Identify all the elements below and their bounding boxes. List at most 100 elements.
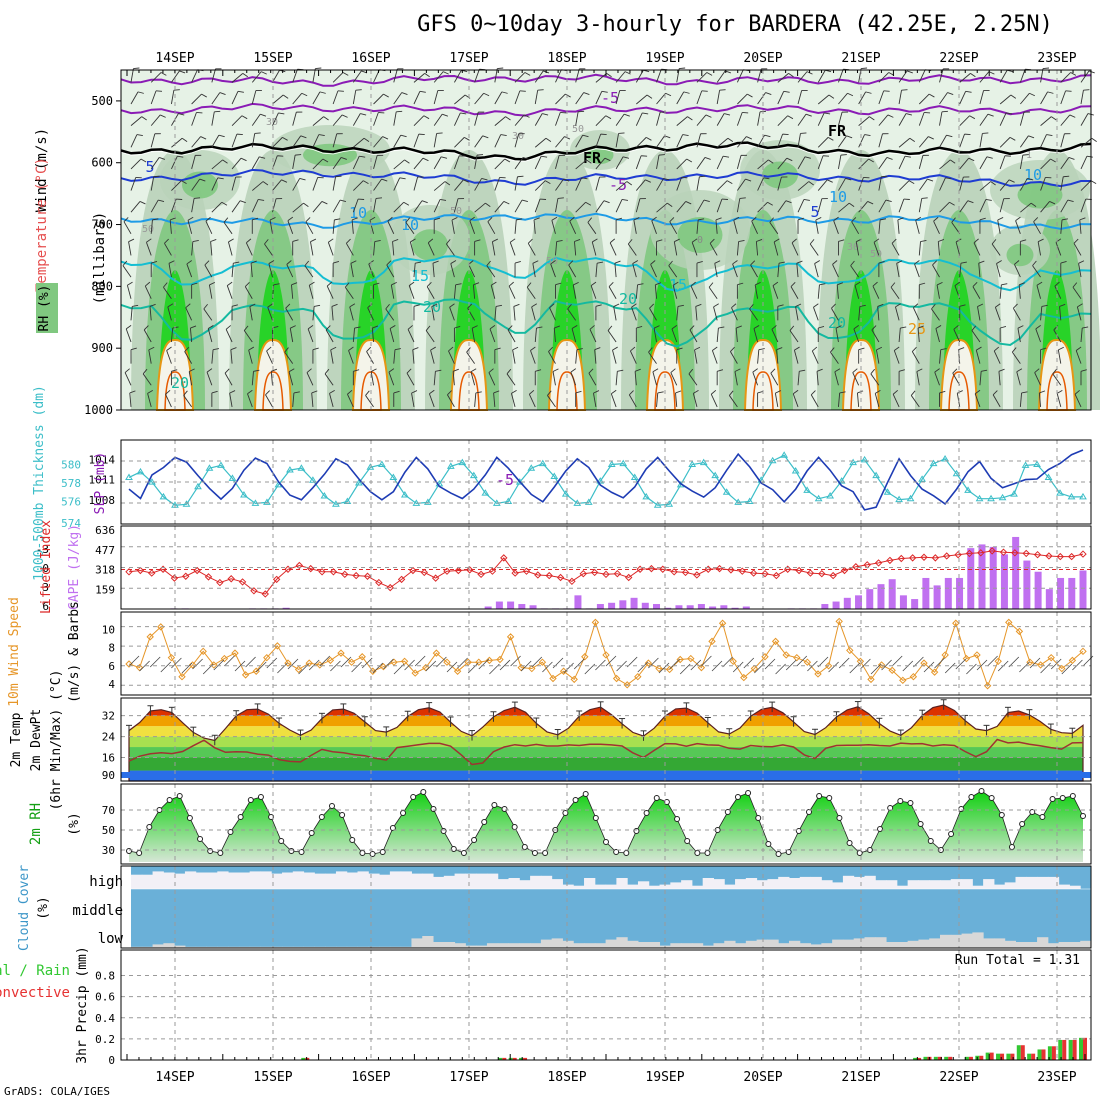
lifted-index-line-point <box>681 568 690 577</box>
wind-barb-flag <box>878 261 885 264</box>
wind-barb <box>532 263 536 278</box>
wind-barb <box>169 219 172 234</box>
wind-barb <box>939 201 950 213</box>
wind-barb-flag <box>563 178 570 182</box>
wind-barb-flag <box>497 67 504 70</box>
wind-barb <box>696 199 705 213</box>
wind-barb <box>150 114 161 126</box>
rh-blob-core <box>677 217 723 253</box>
isotherm-fr-inner <box>120 144 1092 162</box>
wind-barb-flag <box>469 216 475 222</box>
wind-barb <box>352 198 359 213</box>
wind-barb <box>1040 201 1050 213</box>
cloud-high-clear <box>659 884 671 889</box>
wind-barb <box>312 306 315 321</box>
thickness-line-point <box>584 498 593 505</box>
wind-barb <box>757 177 764 191</box>
y-tick-label: 32 <box>102 710 115 723</box>
surface-barb <box>775 663 786 675</box>
thickness-line-point <box>722 488 731 495</box>
date-label-top: 14SEP <box>155 51 194 66</box>
wind-barb-flag <box>242 72 248 78</box>
wind-barb-flag <box>896 260 903 264</box>
thickness-line-point <box>1044 473 1053 480</box>
wind-barb <box>191 136 201 148</box>
wind-barb-flag <box>1060 261 1067 264</box>
y-tick-label: 477 <box>95 544 115 557</box>
wind-barb-flag <box>909 137 916 143</box>
wind-barb <box>999 94 1012 105</box>
wind-barb <box>327 242 334 256</box>
wind-barb-flag <box>573 281 579 286</box>
wind-barb <box>891 243 900 256</box>
wind-barb <box>493 392 496 407</box>
wind-barb-flag <box>183 390 188 396</box>
wind10-line-point <box>782 651 790 659</box>
wind-barb <box>656 69 662 83</box>
thickness-line-point <box>1079 492 1087 500</box>
wind-barb <box>635 284 638 299</box>
wind-barb <box>251 113 261 126</box>
date-label-bottom: 22SEP <box>939 1070 978 1085</box>
wind-barb <box>773 241 779 256</box>
wind-barb-flag <box>853 324 860 330</box>
cloud-low-bar <box>983 938 995 948</box>
wind-barb <box>211 349 214 364</box>
rh2-line-point <box>948 831 955 837</box>
wind-barb <box>1054 285 1062 299</box>
cloud-high-clear <box>584 878 596 889</box>
cloud-low-bar <box>745 940 758 948</box>
wind-barb-flag <box>363 137 370 143</box>
wind-barb <box>959 91 967 105</box>
wind-barb-flag <box>442 113 449 117</box>
wind10-line-point <box>581 653 589 661</box>
wind-barb <box>229 393 233 407</box>
panel-frame <box>120 697 1092 782</box>
wind-barb-flag <box>372 325 379 329</box>
wind-barb <box>231 200 241 213</box>
wind-barb-flag <box>608 282 614 287</box>
lifted-index-line-point <box>204 573 213 581</box>
wind-barb <box>454 70 462 83</box>
surface-barb <box>1072 659 1083 671</box>
surface-barb <box>467 662 479 674</box>
cloud-high-clear <box>778 876 790 889</box>
wind-barb <box>1073 243 1082 256</box>
wind-barb-flag <box>658 154 665 156</box>
lifted-index-line-point <box>466 566 474 574</box>
thickness-line-point <box>780 451 789 458</box>
wind-barb-flag <box>286 260 292 265</box>
wind-barb <box>350 263 354 278</box>
wind-barb <box>1080 180 1092 191</box>
thickness-line-point <box>366 463 375 470</box>
wind-barb <box>591 241 597 256</box>
wind-barb-flag <box>363 180 369 184</box>
thickness-line-point <box>469 471 478 479</box>
wind-barb-flag <box>223 217 229 223</box>
wind-barb <box>224 372 233 386</box>
wind10-line-point <box>856 657 865 666</box>
wind-barb <box>757 111 761 126</box>
wind-barb <box>446 243 455 256</box>
wind-barb <box>393 111 397 126</box>
wind-barb-flag <box>618 132 625 134</box>
wind-barb <box>1074 394 1082 408</box>
wind-barb <box>171 156 178 170</box>
surface-barb <box>1029 657 1041 669</box>
wind-barb <box>125 328 132 343</box>
wind-barb-flag <box>571 325 578 329</box>
wind-barb <box>676 134 684 148</box>
wind-barb-flag <box>552 368 559 372</box>
wind-barb-flag <box>669 217 675 223</box>
cloud-low-bar <box>540 939 553 948</box>
wind-barb <box>838 155 842 169</box>
cape-bar <box>855 595 863 609</box>
wind-barb <box>1057 349 1062 364</box>
wind-barb <box>878 199 887 213</box>
cape-bar <box>821 604 829 609</box>
wind-barb-flag <box>137 91 144 94</box>
wind-barb-flag <box>513 303 520 307</box>
wind-barb <box>474 69 480 83</box>
rh2-line-point <box>846 840 853 846</box>
lifted-index-line-point <box>159 565 167 573</box>
